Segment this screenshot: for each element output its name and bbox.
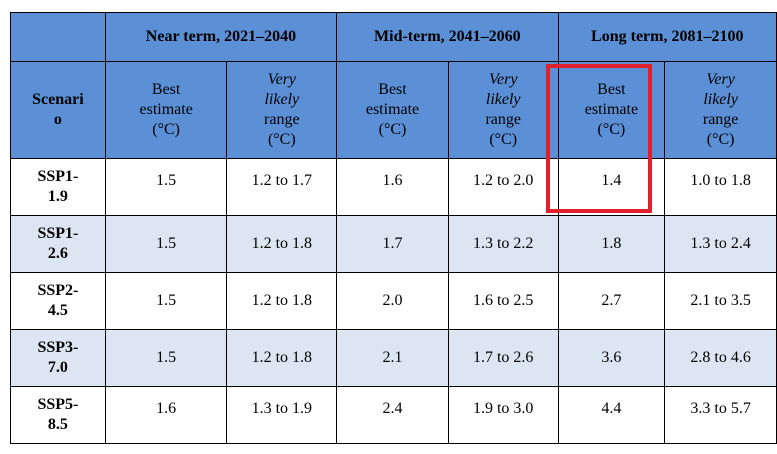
value-cell: 1.6	[104, 386, 228, 444]
value-cell: 1.6 to 2.5	[447, 272, 559, 330]
value-cell: 2.8 to 4.6	[664, 329, 777, 387]
very-likely-header-line: likely	[485, 91, 521, 108]
scenario-line: SSP2-	[37, 282, 79, 299]
value-cell: 1.5	[104, 158, 228, 216]
very-likely-header-line: Very	[267, 71, 297, 88]
scenario-line: 4.5	[47, 302, 68, 319]
best-header-line: estimate	[584, 101, 639, 118]
value-cell: 1.0 to 1.8	[664, 158, 777, 216]
value-cell: 2.0	[336, 272, 449, 330]
value-cell: 2.1 to 3.5	[664, 272, 777, 330]
value-cell: 1.5	[104, 272, 228, 330]
scenario-line: SSP3-	[37, 339, 79, 356]
value-cell: 1.2 to 2.0	[447, 158, 559, 216]
best-header-line: Best	[597, 81, 626, 98]
long-best-estimate-header: Best estimate (°C)	[557, 61, 666, 159]
very-likely-header-line: range	[264, 111, 300, 128]
table-row: SSP1- 2.6 1.5 1.2 to 1.8 1.7 1.3 to 2.2 …	[10, 215, 777, 273]
column-header-row: Scenari o Best estimate (°C) Very likely…	[10, 61, 777, 159]
scenario-cell: SSP3- 7.0	[10, 329, 106, 387]
value-cell: 1.5	[104, 215, 228, 273]
value-cell: 1.3 to 1.9	[226, 386, 338, 444]
scenario-header-line: Scenari	[32, 91, 84, 108]
value-cell: 1.5	[104, 329, 228, 387]
table-row: SSP5- 8.5 1.6 1.3 to 1.9 2.4 1.9 to 3.0 …	[10, 386, 777, 444]
scenario-cell: SSP2- 4.5	[10, 272, 106, 330]
value-cell: 1.3 to 2.2	[447, 215, 559, 273]
very-likely-header-line: (°C)	[267, 131, 296, 148]
value-cell: 1.2 to 1.8	[226, 329, 338, 387]
best-header-line: Best	[378, 81, 407, 98]
table-row: SSP1- 1.9 1.5 1.2 to 1.7 1.6 1.2 to 2.0 …	[10, 158, 777, 216]
value-cell: 1.2 to 1.8	[226, 215, 338, 273]
mid-best-estimate-header: Best estimate (°C)	[336, 61, 449, 159]
very-likely-header-line: range	[702, 111, 739, 128]
very-likely-header-line: range	[485, 111, 521, 128]
scenario-cell: SSP1- 1.9	[10, 158, 106, 216]
value-cell: 1.3 to 2.4	[664, 215, 777, 273]
value-cell: 1.2 to 1.7	[226, 158, 338, 216]
scenario-line: SSP1-	[37, 168, 79, 185]
header-corner-cell	[10, 12, 106, 62]
value-cell: 1.7	[336, 215, 449, 273]
scenario-line: 2.6	[47, 245, 68, 262]
very-likely-header-line: Very	[488, 71, 518, 88]
mid-term-header: Mid-term, 2041–2060	[336, 12, 559, 62]
table-row: SSP3- 7.0 1.5 1.2 to 1.8 2.1 1.7 to 2.6 …	[10, 329, 777, 387]
value-cell: 2.4	[336, 386, 449, 444]
value-cell: 1.9 to 3.0	[447, 386, 559, 444]
very-likely-header-line: Very	[706, 71, 735, 88]
near-term-header: Near term, 2021–2040	[104, 12, 338, 62]
scenario-line: 7.0	[47, 359, 68, 376]
scenario-line: SSP5-	[37, 396, 79, 413]
warming-projection-table: Near term, 2021–2040 Mid-term, 2041–2060…	[10, 12, 777, 444]
best-header-line: estimate	[365, 101, 420, 118]
best-header-line: (°C)	[597, 121, 626, 138]
value-cell: 1.2 to 1.8	[226, 272, 338, 330]
scenario-cell: SSP1- 2.6	[10, 215, 106, 273]
scenario-cell: SSP5- 8.5	[10, 386, 106, 444]
period-header-row: Near term, 2021–2040 Mid-term, 2041–2060…	[10, 12, 777, 62]
very-likely-header-line: likely	[264, 91, 300, 108]
value-cell: 2.1	[336, 329, 449, 387]
scenario-header: Scenari o	[10, 61, 106, 159]
very-likely-header-line: likely	[703, 91, 738, 108]
best-header-line: estimate	[139, 101, 193, 118]
scenario-header-line: o	[53, 111, 62, 128]
highlighted-value-cell: 1.4	[557, 158, 666, 216]
best-header-line: (°C)	[152, 121, 180, 138]
value-cell: 4.4	[557, 386, 666, 444]
near-best-estimate-header: Best estimate (°C)	[104, 61, 228, 159]
very-likely-header-line: (°C)	[706, 131, 735, 148]
value-cell: 1.7 to 2.6	[447, 329, 559, 387]
table-row: SSP2- 4.5 1.5 1.2 to 1.8 2.0 1.6 to 2.5 …	[10, 272, 777, 330]
scenario-line: SSP1-	[37, 225, 79, 242]
value-cell: 2.7	[557, 272, 666, 330]
scenario-line: 8.5	[47, 416, 68, 433]
scenario-line: 1.9	[47, 188, 68, 205]
near-very-likely-header: Very likely range (°C)	[226, 61, 338, 159]
long-very-likely-header: Very likely range (°C)	[664, 61, 777, 159]
mid-very-likely-header: Very likely range (°C)	[447, 61, 559, 159]
warming-table-container: Near term, 2021–2040 Mid-term, 2041–2060…	[10, 12, 777, 444]
value-cell: 3.3 to 5.7	[664, 386, 777, 444]
value-cell: 1.8	[557, 215, 666, 273]
value-cell: 1.6	[336, 158, 449, 216]
best-header-line: Best	[151, 81, 181, 98]
best-header-line: (°C)	[378, 121, 407, 138]
long-term-header: Long term, 2081–2100	[557, 12, 777, 62]
very-likely-header-line: (°C)	[489, 131, 518, 148]
value-cell: 3.6	[557, 329, 666, 387]
